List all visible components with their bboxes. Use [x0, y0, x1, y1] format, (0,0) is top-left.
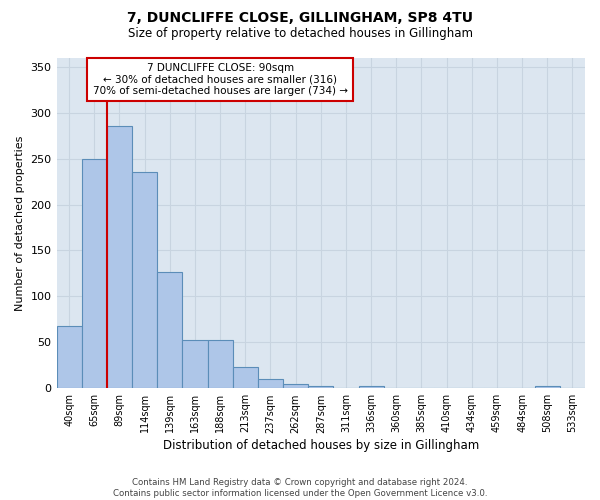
- Text: Contains HM Land Registry data © Crown copyright and database right 2024.
Contai: Contains HM Land Registry data © Crown c…: [113, 478, 487, 498]
- Bar: [132, 172, 157, 388]
- Bar: [308, 386, 334, 388]
- Bar: [82, 158, 107, 388]
- Bar: [359, 386, 383, 388]
- Text: 7 DUNCLIFFE CLOSE: 90sqm
← 30% of detached houses are smaller (316)
70% of semi-: 7 DUNCLIFFE CLOSE: 90sqm ← 30% of detach…: [92, 63, 347, 96]
- Bar: [157, 272, 182, 388]
- Bar: [56, 326, 82, 388]
- X-axis label: Distribution of detached houses by size in Gillingham: Distribution of detached houses by size …: [163, 440, 479, 452]
- Bar: [535, 386, 560, 388]
- Bar: [233, 367, 258, 388]
- Bar: [283, 384, 308, 388]
- Text: 7, DUNCLIFFE CLOSE, GILLINGHAM, SP8 4TU: 7, DUNCLIFFE CLOSE, GILLINGHAM, SP8 4TU: [127, 11, 473, 25]
- Y-axis label: Number of detached properties: Number of detached properties: [15, 135, 25, 310]
- Bar: [258, 379, 283, 388]
- Text: Size of property relative to detached houses in Gillingham: Size of property relative to detached ho…: [128, 28, 473, 40]
- Bar: [182, 340, 208, 388]
- Bar: [208, 340, 233, 388]
- Bar: [107, 126, 132, 388]
